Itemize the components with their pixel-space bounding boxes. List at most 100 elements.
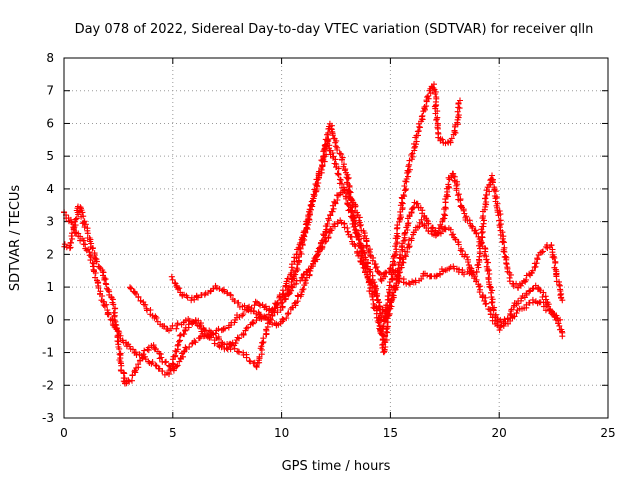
data-point — [332, 143, 339, 150]
x-tick-labels: 0 5 10 15 20 25 — [60, 426, 615, 440]
data-point — [254, 359, 261, 366]
data-point — [483, 187, 490, 194]
data-point — [235, 335, 242, 342]
data-point — [400, 191, 407, 198]
data-point — [337, 177, 344, 183]
data-point — [279, 287, 286, 294]
data-point — [344, 175, 351, 182]
data-point — [335, 165, 342, 172]
data-point — [240, 330, 247, 337]
data-point — [539, 294, 546, 300]
data-point — [423, 103, 430, 110]
data-point — [456, 105, 463, 112]
data-point — [149, 359, 156, 365]
data-point — [234, 334, 241, 341]
data-point — [388, 303, 395, 310]
y-tick-labels: -3 -2 -1 0 1 2 3 4 5 6 7 8 — [42, 51, 54, 425]
series-track-a — [61, 81, 463, 378]
data-point — [293, 251, 300, 258]
data-point — [103, 301, 110, 308]
data-point — [239, 312, 246, 319]
data-point — [309, 198, 316, 205]
data-point — [379, 323, 385, 330]
data-point — [432, 110, 439, 117]
data-point — [329, 132, 336, 139]
data-point — [549, 311, 556, 318]
data-point — [66, 245, 73, 252]
data-point — [400, 237, 407, 244]
data-point — [71, 230, 78, 236]
data-point — [551, 255, 558, 261]
data-point — [358, 253, 364, 260]
data-point — [402, 253, 409, 260]
data-point — [396, 215, 403, 222]
data-point — [457, 97, 463, 104]
data-point — [379, 309, 386, 316]
data-point — [218, 343, 225, 349]
data-point — [351, 223, 358, 230]
data-point — [100, 272, 106, 279]
data-point — [497, 221, 504, 228]
data-point — [315, 248, 322, 255]
data-point — [468, 267, 475, 274]
data-point — [483, 199, 490, 205]
data-point — [517, 282, 524, 289]
data-point — [552, 258, 559, 265]
data-point — [334, 170, 341, 177]
data-point — [447, 264, 454, 271]
data-point — [432, 232, 439, 239]
data-point — [269, 311, 276, 318]
data-point — [425, 93, 432, 99]
data-point — [365, 247, 372, 254]
data-point — [289, 267, 296, 274]
data-point — [356, 214, 363, 221]
data-point — [352, 243, 359, 250]
data-point — [455, 100, 462, 107]
data-point — [457, 203, 464, 210]
data-point — [174, 320, 181, 327]
data-point — [363, 238, 370, 245]
data-point — [486, 271, 493, 277]
data-point — [381, 333, 388, 340]
data-point — [211, 340, 218, 347]
data-point — [181, 331, 188, 338]
data-point — [419, 112, 426, 119]
data-point — [325, 234, 332, 241]
data-point — [425, 220, 432, 227]
data-point — [445, 181, 452, 188]
data-point — [72, 216, 79, 223]
y-tick-label: -3 — [42, 411, 54, 425]
data-point — [293, 265, 300, 272]
data-point — [215, 325, 222, 332]
data-point — [373, 263, 380, 270]
data-point — [185, 321, 192, 328]
y-tick-label: 3 — [46, 215, 54, 229]
data-point — [540, 248, 546, 255]
data-point — [442, 196, 449, 203]
data-point — [559, 297, 566, 304]
data-point — [433, 116, 440, 123]
data-point — [453, 187, 460, 194]
data-point — [177, 331, 184, 338]
data-point — [507, 271, 514, 278]
data-point — [227, 291, 234, 298]
x-tick-label: 15 — [383, 426, 398, 440]
data-point — [390, 292, 397, 299]
data-point — [260, 335, 267, 342]
data-point — [350, 224, 357, 230]
data-point — [176, 285, 183, 292]
data-point — [285, 275, 292, 282]
data-point — [344, 201, 351, 207]
data-point — [460, 207, 467, 214]
data-point — [101, 303, 108, 310]
data-point — [383, 313, 390, 320]
y-tick-label: -2 — [42, 378, 54, 392]
y-tick-label: 2 — [46, 247, 54, 261]
data-point — [452, 236, 459, 243]
data-point — [361, 261, 368, 268]
data-point — [369, 257, 376, 264]
data-point — [73, 215, 80, 222]
data-point — [500, 248, 507, 255]
series-track-c — [168, 172, 566, 329]
data-point — [79, 220, 86, 227]
